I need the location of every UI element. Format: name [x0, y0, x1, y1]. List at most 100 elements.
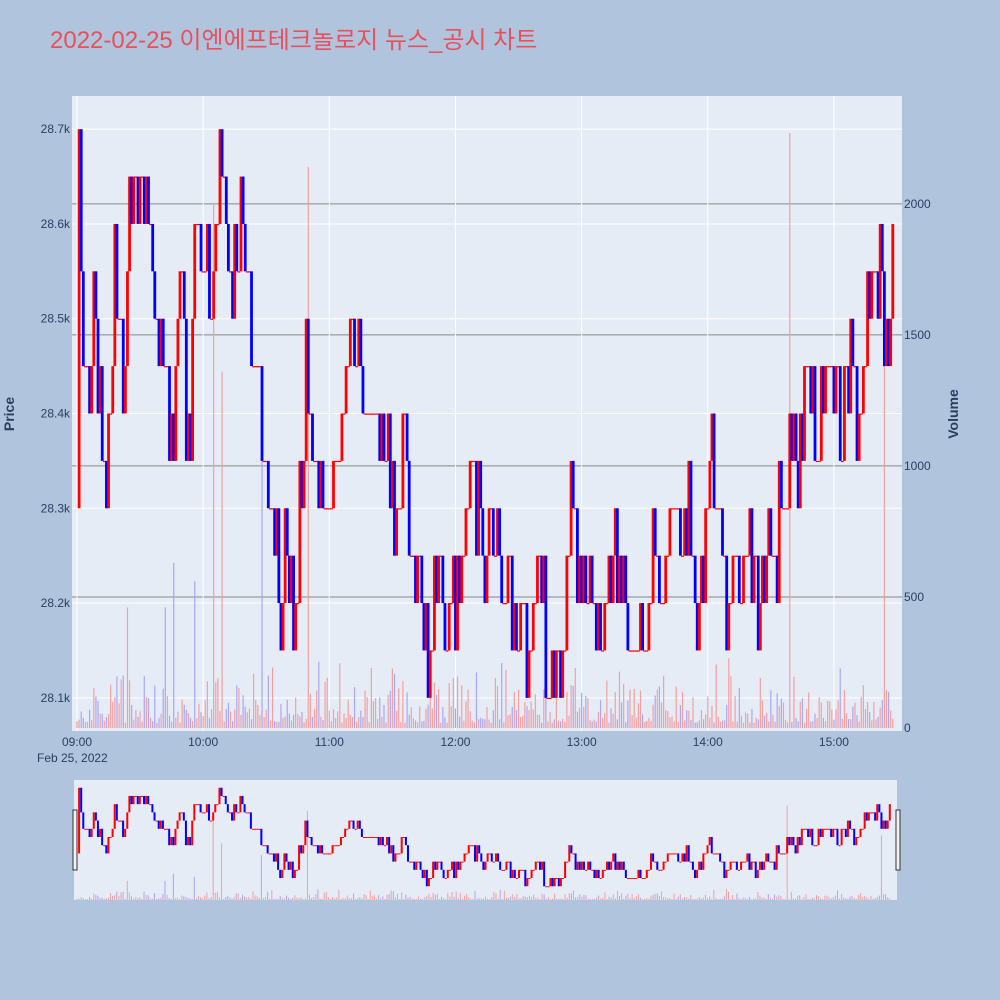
candle [308, 413, 312, 415]
navigator-candle [884, 820, 887, 829]
candle [241, 176, 245, 224]
volume-bar [166, 696, 169, 728]
volume-bar [76, 721, 78, 728]
volume-bar [766, 712, 768, 728]
range-slider-handle-right[interactable] [895, 809, 901, 871]
candle [81, 271, 85, 367]
candle [582, 555, 586, 604]
navigator-volume-bar [237, 893, 239, 900]
candle [481, 508, 485, 556]
navigator-candle [666, 853, 669, 862]
navigator-volume-bar [771, 899, 773, 900]
navigator-candle [549, 878, 552, 887]
volume-bar [318, 661, 320, 728]
navigator-volume-bar [388, 894, 390, 900]
candle [317, 460, 321, 509]
navigator-candle [323, 853, 326, 855]
volume-bar [822, 717, 825, 728]
navigator-candle [306, 820, 309, 837]
navigator-volume-bar [803, 896, 805, 900]
candle [443, 603, 447, 651]
candle [832, 366, 836, 414]
candle [826, 366, 830, 368]
range-slider-handle-left[interactable] [72, 809, 78, 871]
volume-bar [89, 709, 91, 728]
volume-bar [80, 711, 82, 728]
navigator-candle [635, 878, 638, 880]
navigator-volume-bar [239, 897, 241, 900]
y-tick-label: 28.4k [41, 407, 71, 421]
navigator-volume-bar [790, 891, 792, 900]
candle [325, 508, 329, 510]
navigator-volume-bar [269, 898, 271, 900]
navigator-volume-bar [371, 895, 373, 900]
volume-bar [616, 719, 618, 728]
volume-bar [194, 581, 196, 728]
candle [853, 366, 857, 368]
navigator-candle [779, 853, 782, 855]
volume-bar [452, 677, 454, 728]
navigator-volume-bar [466, 893, 468, 900]
volume-bar [749, 722, 751, 728]
volume-bar [538, 714, 541, 728]
navigator-candle [513, 869, 516, 879]
navigator-candle [534, 861, 537, 870]
navigator-candle [566, 861, 569, 863]
volume-bar [713, 722, 715, 728]
candle [433, 555, 436, 651]
candle [584, 555, 588, 604]
volume-bar [425, 708, 427, 728]
volume-tick-label: 0 [904, 721, 911, 735]
navigator-candle [681, 853, 684, 862]
volume-bar [118, 703, 120, 728]
candle [636, 650, 640, 652]
candle [178, 271, 182, 319]
volume-bar [614, 692, 616, 728]
y2-axis-title: Volume [945, 389, 961, 439]
volume-bar [803, 722, 806, 728]
candle [470, 460, 474, 463]
navigator-volume-bar [285, 895, 287, 900]
volume-bar [591, 721, 593, 728]
navigator-candle [327, 853, 330, 855]
navigator-candle [92, 812, 95, 829]
navigator-candle [356, 820, 359, 829]
navigator-volume-bar [581, 896, 583, 900]
volume-bar [700, 709, 703, 728]
candle [351, 318, 354, 320]
navigator-candle [222, 795, 225, 797]
navigator-volume-bar [579, 894, 581, 900]
navigator-volume-bar [658, 895, 660, 900]
navigator-volume-bar [780, 895, 782, 900]
candle [874, 271, 878, 273]
volume-bar [509, 714, 511, 728]
volume-bar [210, 709, 213, 728]
navigator-candle [767, 853, 770, 862]
navigator-candle [316, 845, 319, 854]
navigator-candle [744, 861, 747, 863]
navigator-candle [180, 812, 183, 814]
volume-bar [227, 702, 229, 728]
navigator-volume-bar [512, 894, 514, 900]
navigator-candle [497, 853, 500, 862]
candle [170, 413, 174, 461]
volume-bar [471, 720, 473, 728]
volume-bar [82, 717, 84, 728]
navigator-volume-bar [332, 897, 334, 900]
candle [157, 318, 161, 367]
navigator-candle [287, 861, 290, 870]
candle [822, 366, 825, 414]
navigator-candle [865, 812, 868, 821]
candle [613, 508, 617, 556]
navigator-volume-bar [135, 897, 137, 900]
range-slider[interactable] [74, 780, 897, 900]
candle [119, 318, 123, 320]
navigator-volume-bar [575, 897, 577, 900]
navigator-volume-bar [799, 895, 801, 900]
navigator-candle [815, 845, 818, 847]
candle [809, 366, 813, 414]
volume-bar [120, 679, 122, 728]
candle [504, 603, 508, 605]
volume-bar [841, 718, 843, 728]
navigator-volume-bar [623, 899, 625, 900]
